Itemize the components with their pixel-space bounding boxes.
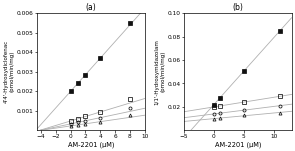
- X-axis label: AM-2201 (μM): AM-2201 (μM): [68, 141, 114, 148]
- Y-axis label: 4’4'-Hydroxydiclofenac
(pmol/min/mg): 4’4'-Hydroxydiclofenac (pmol/min/mg): [4, 40, 15, 103]
- X-axis label: AM-2201 (μM): AM-2201 (μM): [214, 141, 261, 148]
- Y-axis label: 1/1'-Hydroxymidazolam
(pmol/min/mg): 1/1'-Hydroxymidazolam (pmol/min/mg): [154, 39, 165, 105]
- Title: (b): (b): [232, 3, 243, 13]
- Title: (a): (a): [86, 3, 96, 13]
